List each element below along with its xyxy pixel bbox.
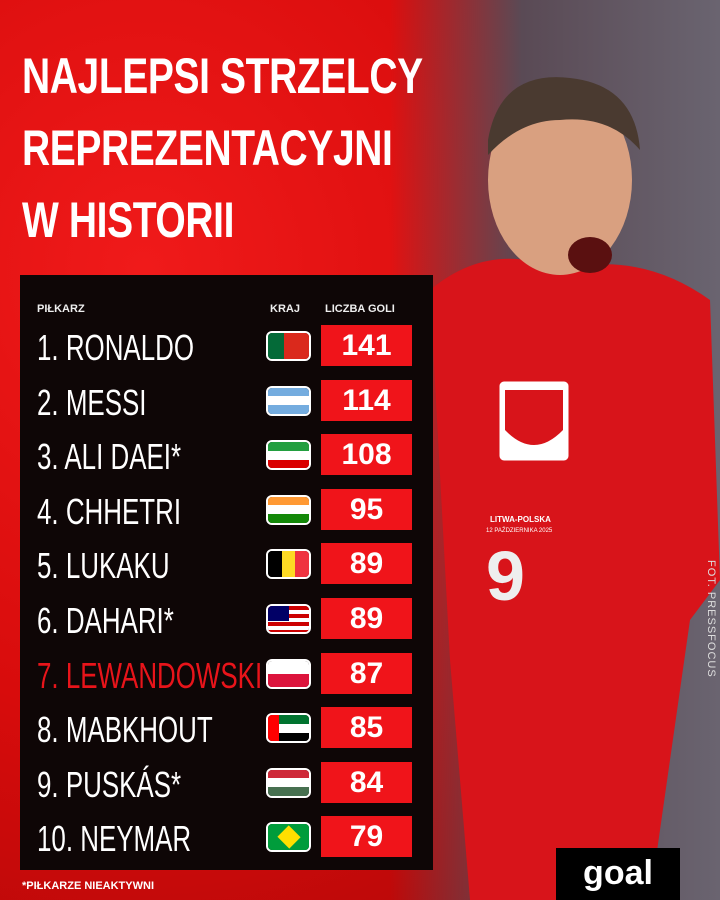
goal-logo: goal [556, 848, 680, 900]
table-row: 5. LUKAKU 89 [20, 543, 433, 587]
ranking-table: PIŁKARZ KRAJ LICZBA GOLI 1. RONALDO 141 2… [20, 275, 433, 870]
brazil-flag-icon [266, 822, 311, 853]
player-name: 1. RONALDO [37, 327, 195, 368]
title-line: W HISTORII [22, 192, 235, 248]
goals-count: 84 [321, 761, 412, 803]
poland-flag-icon [266, 658, 311, 689]
header-player: PIŁKARZ [37, 303, 85, 315]
table-row: 2. MESSI 114 [20, 379, 433, 423]
photo-credit: FOT. PRESSFOCUS [705, 560, 717, 678]
hungary-flag-icon [266, 767, 311, 798]
table-row: 1. RONALDO 141 [20, 325, 433, 368]
player-name: 7. LEWANDOWSKI [37, 654, 263, 696]
malaysia-flag-icon [266, 604, 311, 634]
player-name: 2. MESSI [37, 381, 147, 423]
india-flag-icon [266, 494, 311, 525]
table-row: 6. DAHARI* 89 [20, 598, 433, 641]
player-photo: LITWA-POLSKA 12 PAŹDZIERNIKA 2025 9 [430, 77, 720, 900]
header-country: KRAJ [270, 303, 300, 315]
player-name: 8. MABKHOUT [37, 709, 213, 751]
jersey-match: LITWA-POLSKA [490, 515, 551, 524]
goals-count: 89 [321, 543, 412, 585]
player-name: 4. CHHETRI [37, 490, 182, 532]
table-row: 10. NEYMAR 79 [20, 816, 433, 860]
player-name: 5. LUKAKU [37, 545, 170, 587]
portugal-flag-icon [266, 331, 311, 361]
header-goals: LICZBA GOLI [325, 303, 395, 315]
player-name: 6. DAHARI* [37, 600, 174, 641]
jersey-date: 12 PAŹDZIERNIKA 2025 [486, 527, 553, 534]
iran-flag-icon [266, 440, 311, 471]
argentina-flag-icon [266, 385, 311, 416]
page-title: NAJLEPSI STRZELCY REPREZENTACYJNI W HIST… [22, 40, 423, 256]
uae-flag-icon [266, 713, 311, 744]
goals-count: 89 [321, 598, 412, 639]
goals-count: 85 [321, 707, 412, 749]
table-row: 3. ALI DAEI* 108 [20, 434, 433, 478]
goals-count: 114 [321, 379, 412, 421]
title-line: NAJLEPSI STRZELCY [22, 48, 423, 104]
goals-count: 87 [321, 652, 412, 694]
goals-count: 108 [321, 434, 412, 476]
goals-count: 141 [321, 325, 412, 366]
player-name: 9. PUSKÁS* [37, 763, 182, 805]
title-line: REPREZENTACYJNI [22, 120, 393, 176]
belgium-flag-icon [266, 549, 311, 580]
table-row: 8. MABKHOUT 85 [20, 707, 433, 751]
player-name: 10. NEYMAR [37, 818, 192, 860]
footnote: *PIŁKARZE NIEAKTYWNI [22, 880, 154, 892]
jersey-number: 9 [486, 537, 525, 615]
goals-count: 95 [321, 488, 412, 530]
table-row: 7. LEWANDOWSKI 87 [20, 652, 433, 696]
goals-count: 79 [321, 816, 412, 858]
player-name: 3. ALI DAEI* [37, 436, 182, 478]
table-row: 9. PUSKÁS* 84 [20, 761, 433, 805]
table-row: 4. CHHETRI 95 [20, 488, 433, 532]
